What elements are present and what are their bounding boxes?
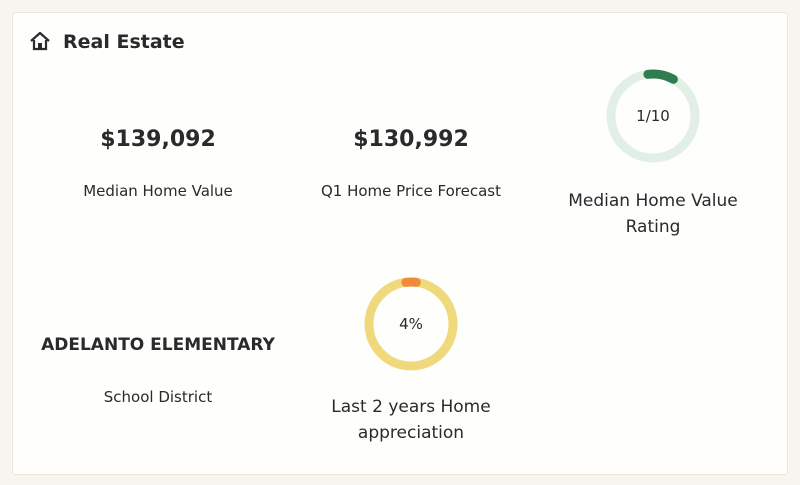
stat-label: School District [103, 388, 213, 406]
stat-label: Median Home Value [83, 182, 233, 200]
ring-label: 4% [399, 315, 423, 333]
card-title: Real Estate [63, 31, 185, 53]
stat-value: $139,092 [100, 127, 216, 152]
home-icon [30, 31, 50, 51]
stat-label: Q1 Home Price Forecast [320, 182, 501, 200]
stat-value: $130,992 [353, 127, 469, 152]
stat-value: ADELANTO ELEMENTARY [41, 335, 275, 355]
ring-label: 1/10 [636, 107, 670, 125]
rings [364, 69, 700, 371]
ring-arc [606, 69, 700, 163]
ring-arc [364, 277, 458, 371]
card: Real Estate $139,092 Median Home Value $… [12, 12, 788, 475]
ring-caption: Median Home Value Rating [568, 191, 738, 237]
ring-caption: Last 2 years Home appreciation [331, 397, 491, 443]
